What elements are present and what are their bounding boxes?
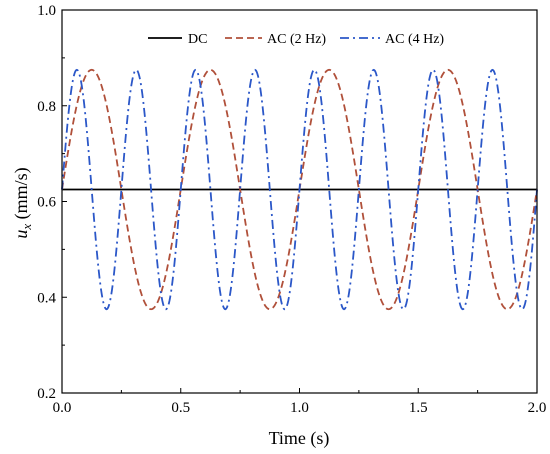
x-tick-label: 0.0 <box>53 400 72 416</box>
legend-label-ac-4hz: AC (4 Hz) <box>385 32 444 47</box>
legend-label-ac-2hz: AC (2 Hz) <box>267 32 326 47</box>
x-tick-label: 2.0 <box>528 400 547 416</box>
y-axis-unit: (mm/s) <box>11 167 32 224</box>
x-axis-ticks: 0.0 0.5 1.0 1.5 2.0 <box>53 388 547 416</box>
y-axis-subscript: x <box>19 224 34 231</box>
y-tick-label: 1.0 <box>37 3 56 19</box>
x-tick-label: 1.5 <box>409 400 428 416</box>
x-axis-title: Time (s) <box>269 428 330 449</box>
y-tick-label: 0.2 <box>37 386 56 402</box>
legend-label-dc: DC <box>188 32 207 47</box>
y-tick-label: 0.4 <box>37 290 56 306</box>
y-tick-label: 0.8 <box>37 99 56 115</box>
y-tick-label: 0.6 <box>37 195 56 211</box>
plot-frame <box>61 9 538 394</box>
series-line-ac-4-hz <box>61 68 538 311</box>
y-axis-symbol: u <box>11 230 31 239</box>
y-axis-title: ux (mm/s) <box>11 167 34 238</box>
series-lines <box>61 68 538 311</box>
legend: DC AC (2 Hz) AC (4 Hz) <box>148 32 444 47</box>
x-tick-label: 1.0 <box>290 400 309 416</box>
x-tick-label: 0.5 <box>171 400 190 416</box>
y-axis-ticks: 0.2 0.4 0.6 0.8 1.0 <box>37 3 67 402</box>
